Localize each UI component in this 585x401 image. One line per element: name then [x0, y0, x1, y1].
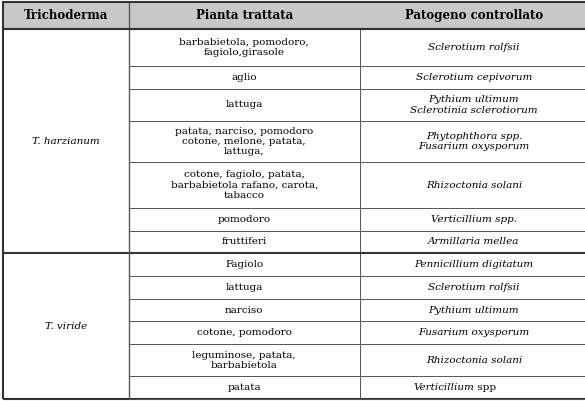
Bar — [3, 2, 129, 29]
Text: pomodoro: pomodoro — [218, 215, 271, 224]
Bar — [360, 162, 585, 208]
Bar — [360, 2, 585, 29]
Text: T. harzianum: T. harzianum — [32, 137, 99, 146]
Bar — [3, 29, 129, 253]
Bar — [360, 66, 585, 89]
Text: aglio: aglio — [232, 73, 257, 82]
Bar — [360, 322, 585, 344]
Bar — [360, 231, 585, 253]
Text: Patogeno controllato: Patogeno controllato — [405, 9, 543, 22]
Bar — [360, 89, 585, 121]
Bar — [129, 253, 360, 276]
Bar — [360, 208, 585, 231]
Bar — [360, 121, 585, 162]
Text: cotone, fagiolo, patata,
barbabietola rafano, carota,
tabacco: cotone, fagiolo, patata, barbabietola ra… — [171, 170, 318, 200]
Bar — [3, 253, 129, 399]
Text: Rhizoctonia solani: Rhizoctonia solani — [426, 180, 522, 190]
Text: barbabietola, pomodoro,
fagiolo,girasole: barbabietola, pomodoro, fagiolo,girasole — [180, 38, 309, 57]
Text: Verticillium: Verticillium — [413, 383, 474, 392]
Bar — [129, 322, 360, 344]
Bar — [129, 299, 360, 322]
Text: T. viride: T. viride — [44, 322, 87, 330]
Bar — [129, 276, 360, 299]
Text: Pythium ultimum
Sclerotinia sclerotiorum: Pythium ultimum Sclerotinia sclerotiorum — [410, 95, 538, 115]
Bar — [360, 253, 585, 276]
Text: Trichoderma: Trichoderma — [23, 9, 108, 22]
Text: Sclerotium rolfsii: Sclerotium rolfsii — [428, 283, 519, 292]
Text: narciso: narciso — [225, 306, 263, 314]
Text: spp: spp — [474, 383, 496, 392]
Bar — [129, 376, 360, 399]
Bar — [129, 29, 360, 66]
Text: leguminose, patata,
barbabietola: leguminose, patata, barbabietola — [192, 350, 296, 370]
Text: Sclerotium rolfsii: Sclerotium rolfsii — [428, 43, 519, 52]
Text: Pennicillium digitatum: Pennicillium digitatum — [414, 260, 534, 269]
Bar — [129, 208, 360, 231]
Text: Pythium ultimum: Pythium ultimum — [429, 306, 519, 314]
Bar — [129, 89, 360, 121]
Text: Verticillium spp.: Verticillium spp. — [431, 215, 517, 224]
Bar — [360, 276, 585, 299]
Bar — [129, 66, 360, 89]
Text: Armillaria mellea: Armillaria mellea — [428, 237, 519, 246]
Text: lattuga: lattuga — [226, 100, 263, 109]
Bar — [129, 344, 360, 376]
Text: patata: patata — [228, 383, 261, 392]
Text: Fagiolo: Fagiolo — [225, 260, 263, 269]
Text: patata, narciso, pomodoro
cotone, melone, patata,
lattuga,: patata, narciso, pomodoro cotone, melone… — [175, 127, 314, 156]
Bar — [129, 231, 360, 253]
Text: fruttiferi: fruttiferi — [222, 237, 267, 246]
Bar — [129, 121, 360, 162]
Bar — [360, 344, 585, 376]
Text: Phytophthora spp.
Fusarium oxysporum: Phytophthora spp. Fusarium oxysporum — [418, 132, 529, 151]
Text: lattuga: lattuga — [226, 283, 263, 292]
Bar — [360, 29, 585, 66]
Text: cotone, pomodoro: cotone, pomodoro — [197, 328, 292, 337]
Text: Rhizoctonia solani: Rhizoctonia solani — [426, 356, 522, 365]
Text: Pianta trattata: Pianta trattata — [195, 9, 293, 22]
Bar — [360, 299, 585, 322]
Bar — [129, 162, 360, 208]
Text: Fusarium oxysporum: Fusarium oxysporum — [418, 328, 529, 337]
Bar — [360, 376, 585, 399]
Text: Sclerotium cepivorum: Sclerotium cepivorum — [416, 73, 532, 82]
Bar — [129, 2, 360, 29]
